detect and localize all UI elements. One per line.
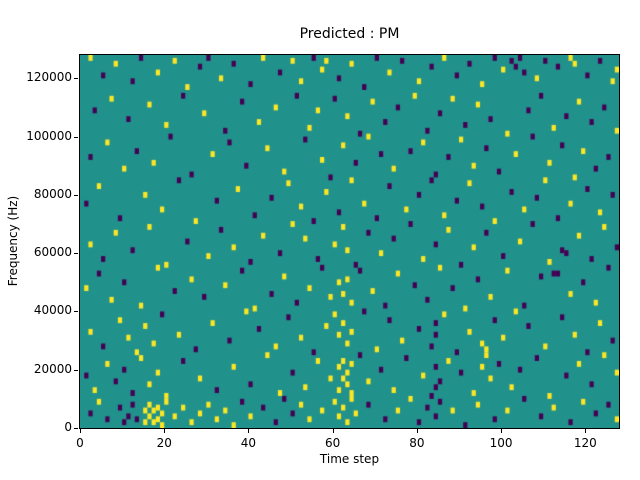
heatmap-canvas — [80, 55, 619, 428]
x-tick-label: 0 — [76, 436, 84, 450]
x-tick-mark — [164, 429, 166, 433]
x-axis-label: Time step — [319, 452, 380, 466]
y-tick-mark — [74, 253, 78, 255]
y-tick-mark — [74, 369, 78, 371]
x-tick-mark — [248, 429, 250, 433]
y-tick-label: 40000 — [33, 303, 72, 318]
x-tick-label: 60 — [325, 436, 341, 450]
chart-title: Predicted : PM — [299, 26, 400, 42]
x-tick-label: 100 — [489, 436, 513, 450]
x-tick-label: 40 — [240, 436, 257, 450]
y-tick-mark — [74, 428, 78, 429]
x-tick-mark — [501, 429, 503, 433]
y-tick-mark — [74, 194, 78, 196]
x-tick-label: 80 — [409, 436, 425, 450]
y-tick-label: 60000 — [33, 245, 72, 260]
y-tick-label: 20000 — [33, 361, 72, 376]
x-tick-label: 20 — [156, 436, 172, 450]
y-tick-label: 0 — [64, 420, 72, 434]
x-tick-mark — [80, 429, 81, 433]
y-tick-label: 100000 — [26, 128, 72, 143]
plot-area — [79, 54, 620, 429]
y-axis-label: Frequency (Hz) — [6, 195, 20, 287]
x-tick-mark — [585, 429, 587, 433]
y-tick-mark — [74, 311, 78, 313]
y-tick-label: 80000 — [33, 186, 72, 201]
y-tick-mark — [74, 136, 78, 138]
x-tick-mark — [332, 429, 334, 433]
y-tick-label: 120000 — [26, 70, 72, 85]
x-tick-label: 120 — [573, 436, 597, 450]
y-tick-mark — [74, 78, 78, 80]
x-tick-mark — [416, 429, 418, 433]
